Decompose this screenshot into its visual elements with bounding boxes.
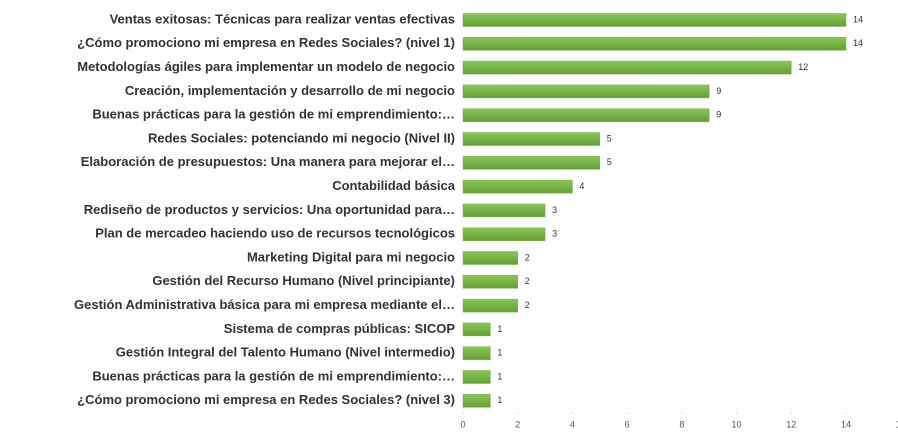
x-tick-label: 10 bbox=[732, 419, 742, 429]
bar bbox=[462, 346, 491, 360]
x-tick-label: 12 bbox=[786, 419, 796, 429]
value-label: 14 bbox=[853, 14, 863, 24]
value-label: 1 bbox=[497, 395, 502, 405]
bar bbox=[462, 156, 601, 170]
value-label: 5 bbox=[607, 157, 612, 167]
bar bbox=[462, 108, 710, 122]
value-label: 9 bbox=[716, 86, 721, 96]
value-label: 5 bbox=[607, 133, 612, 143]
value-label: 1 bbox=[497, 324, 502, 334]
x-tick-label: 8 bbox=[679, 419, 684, 429]
x-tick-label: 14 bbox=[841, 419, 851, 429]
bar bbox=[462, 370, 491, 384]
x-tick-label: 4 bbox=[570, 419, 575, 429]
value-label: 14 bbox=[853, 38, 863, 48]
category-label: Redes Sociales: potenciando mi negocio (… bbox=[148, 130, 455, 145]
bar bbox=[462, 275, 518, 289]
value-label: 1 bbox=[497, 371, 502, 381]
value-label: 2 bbox=[525, 276, 530, 286]
category-label: Sistema de compras públicas: SICOP bbox=[224, 321, 456, 336]
category-label: Ventas exitosas: Técnicas para realizar … bbox=[110, 11, 455, 26]
x-tick-label: 2 bbox=[515, 419, 520, 429]
value-label: 3 bbox=[552, 205, 557, 215]
bar bbox=[462, 132, 601, 146]
x-tick-label: 0 bbox=[460, 419, 465, 429]
bar bbox=[462, 13, 847, 27]
category-label: Buenas prácticas para la gestión de mi e… bbox=[92, 107, 455, 122]
category-label: Elaboración de presupuestos: Una manera … bbox=[81, 154, 455, 169]
bar bbox=[462, 227, 546, 241]
x-tick-label: 16 bbox=[896, 419, 898, 429]
bar bbox=[462, 179, 573, 194]
bar bbox=[462, 84, 710, 99]
bar bbox=[462, 394, 491, 408]
bar bbox=[462, 251, 518, 265]
category-label: Gestión Integral del Talento Humano (Niv… bbox=[116, 345, 455, 360]
bar bbox=[462, 37, 847, 51]
value-label: 3 bbox=[552, 229, 557, 239]
category-label: Marketing Digital para mi negocio bbox=[247, 249, 455, 264]
category-label: Metodologías ágiles para implementar un … bbox=[77, 59, 455, 74]
category-label: Rediseño de productos y servicios: Una o… bbox=[84, 202, 455, 217]
value-label: 1 bbox=[497, 348, 502, 358]
value-label: 2 bbox=[525, 300, 530, 310]
category-label: Creación, implementación y desarrollo de… bbox=[125, 83, 455, 98]
bar bbox=[462, 298, 518, 313]
bar bbox=[462, 322, 491, 337]
x-tick-label: 6 bbox=[625, 419, 630, 429]
category-label: ¿Cómo promociono mi empresa en Redes Soc… bbox=[77, 392, 455, 407]
bar bbox=[462, 60, 792, 75]
category-label: Buenas prácticas para la gestión de mi e… bbox=[92, 368, 455, 383]
value-label: 12 bbox=[798, 62, 808, 72]
value-label: 4 bbox=[579, 181, 584, 191]
category-label: Gestión Administrativa básica para mi em… bbox=[74, 297, 455, 312]
category-label: Plan de mercadeo haciendo uso de recurso… bbox=[95, 226, 455, 241]
value-label: 2 bbox=[525, 252, 530, 262]
category-label: Gestión del Recurso Humano (Nivel princi… bbox=[152, 273, 455, 288]
category-label: ¿Cómo promociono mi empresa en Redes Soc… bbox=[77, 35, 455, 50]
category-label: Contabilidad básica bbox=[332, 178, 456, 193]
bar bbox=[462, 203, 546, 218]
value-label: 9 bbox=[716, 110, 721, 120]
